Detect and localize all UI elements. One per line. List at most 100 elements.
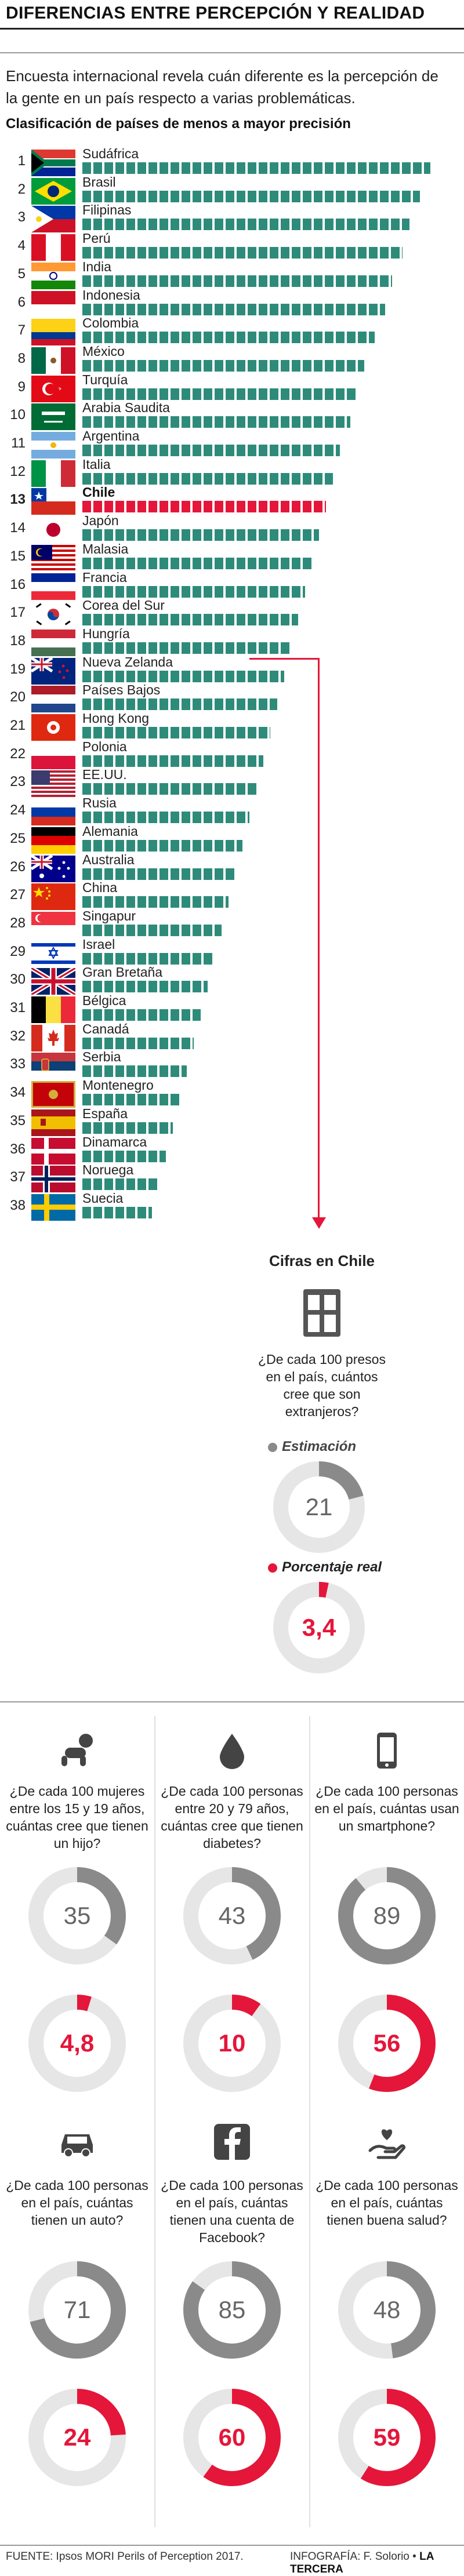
donut-arc: [28, 1995, 126, 2092]
accuracy-bar: [82, 783, 256, 795]
rank-number: 23: [10, 774, 26, 790]
country-name: Noruega: [82, 1162, 134, 1178]
accuracy-bar: [82, 416, 350, 428]
ph-flag: [31, 206, 75, 233]
title-rule-bottom: [0, 52, 464, 53]
donut-arc: [183, 1995, 281, 2092]
ranking-row: 16 Francia: [0, 569, 464, 607]
ranking-row: 18 Hungría: [0, 625, 464, 663]
kr-flag: [31, 601, 75, 628]
section-divider: [0, 1701, 464, 1702]
za-flag: [31, 150, 75, 176]
ranking-row: 31 Bélgica: [0, 992, 464, 1030]
ranking-row: 9 Turquía: [0, 371, 464, 409]
building-icon: [299, 1287, 345, 1339]
donut-value: 4,8: [60, 2029, 95, 2057]
donut-arc: [338, 1867, 436, 1964]
donut-chart: [338, 1867, 436, 1964]
country-name: Perú: [82, 231, 111, 246]
country-name: China: [82, 880, 118, 896]
dk-flag: [31, 1137, 75, 1165]
rank-number: 36: [10, 1141, 26, 1157]
estimate-donut: 71: [28, 2261, 126, 2359]
real-donut: 10: [183, 1994, 281, 2093]
ranking-row: 12 Italia: [0, 456, 464, 494]
rank-number: 6: [17, 294, 26, 310]
rank-number: 11: [11, 435, 26, 451]
donut-arc: [28, 1867, 126, 1964]
ranking-row: 35 España: [0, 1105, 464, 1143]
ranking-row: 13 Chile: [0, 483, 464, 522]
ranking-row: 23 EE.UU.: [0, 766, 464, 804]
co-flag: [31, 319, 75, 346]
cn-flag: [31, 883, 75, 911]
country-name: Montenegro: [82, 1078, 154, 1093]
donut-chart: [28, 1995, 126, 2092]
country-name: Italia: [82, 456, 111, 472]
ranking-row: 38 Suecia: [0, 1189, 464, 1228]
ranking-row: 22 Polonia: [0, 738, 464, 776]
de-flag: [31, 827, 75, 854]
donut-value: 43: [218, 1902, 246, 1929]
ranking-row: 29 Israel: [0, 936, 464, 974]
donut-chart: [28, 1867, 126, 1964]
rank-number: 25: [10, 830, 26, 846]
estimate-donut: 48: [338, 2261, 436, 2359]
panel-question: ¿De cada 100 personas en el país, cuánta…: [161, 2178, 303, 2245]
country-name: Hungría: [82, 625, 130, 641]
smartphone-icon: [367, 1730, 407, 1771]
donut-value: 3,4: [302, 1614, 336, 1641]
country-name: Nueva Zelanda: [82, 654, 173, 670]
estimate-donut: 85: [183, 2261, 281, 2359]
accuracy-bar: [82, 1150, 166, 1162]
source-note: FUENTE: Ipsos MORI Perils of Perception …: [6, 2550, 244, 2563]
rank-number: 27: [10, 887, 26, 903]
donut-arc: [183, 2261, 281, 2359]
ranking-row: 5 India: [0, 258, 464, 296]
accuracy-bar: [82, 529, 319, 541]
country-name: Canadá: [82, 1021, 129, 1036]
br-flag: [31, 177, 75, 205]
ranking-row: 10 Arabia Saudita: [0, 399, 464, 437]
country-name: España: [82, 1105, 128, 1121]
accuracy-bar: [82, 868, 235, 880]
accuracy-bar: [82, 247, 403, 259]
donut-arc: [338, 2389, 436, 2486]
accuracy-bar: [82, 981, 208, 993]
accuracy-bar: [82, 812, 249, 824]
country-name: Países Bajos: [82, 682, 161, 698]
ranking-row: 27 China: [0, 879, 464, 917]
se-flag: [31, 1194, 75, 1221]
id-flag: [31, 290, 75, 318]
legend-estimate: Estimación: [268, 1439, 356, 1455]
ranking-row: 25 Alemania: [0, 823, 464, 861]
sa-flag: [31, 403, 75, 431]
donut-chart: [183, 2389, 281, 2486]
ranking-row: 34 Montenegro: [0, 1076, 464, 1115]
donut-chart: [338, 1995, 436, 2092]
ranking-row: 17 Corea del Sur: [0, 596, 464, 635]
baby-icon: [57, 1730, 97, 1771]
accuracy-bar: [82, 472, 333, 485]
accuracy-bar: [82, 1122, 173, 1134]
ranking-row: 24 Rusia: [0, 794, 464, 832]
au-flag: [31, 855, 75, 882]
accuracy-bar: [82, 501, 326, 513]
rank-number: 29: [10, 943, 26, 959]
country-name: Indonesia: [82, 287, 140, 303]
ranking-row: 28 Singapur: [0, 907, 464, 945]
accuracy-bar: [82, 275, 392, 287]
country-name: Hong Kong: [82, 711, 150, 726]
country-name: Argentina: [82, 428, 140, 443]
country-name: Serbia: [82, 1049, 121, 1065]
ranking-row: 3 Filipinas: [0, 201, 464, 239]
rank-number: 8: [17, 350, 26, 366]
country-name: Suecia: [82, 1190, 124, 1206]
ranking-row: 7 Colombia: [0, 314, 464, 352]
ranking-row: 14 Japón: [0, 512, 464, 550]
chile-real-donut: 3,4: [273, 1581, 365, 1674]
country-name: Turquía: [82, 372, 128, 387]
legend-real-label: Porcentaje real: [282, 1559, 382, 1575]
chile-arrow-head: [312, 1217, 326, 1229]
country-name: Alemania: [82, 823, 138, 839]
